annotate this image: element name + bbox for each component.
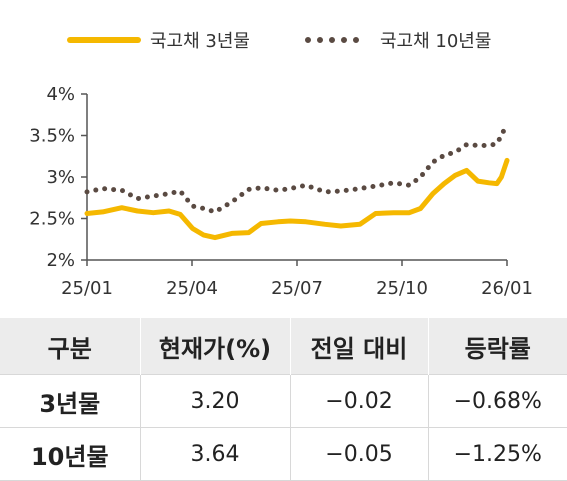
chart-area: 국고채 3년물 국고채 10년물 2% 2.5% 3% 3.5% 4% 25/01 25/0… — [29, 31, 533, 299]
axes: 2% 2.5% 3% 3.5% 4% 25/01 25/04 25/07 25/10 26/01 — [29, 84, 533, 299]
table-header-row: 구분 현재가(%) 전일 대비 등락률 — [0, 318, 567, 375]
series-line-10y — [84, 121, 510, 215]
cell-current-price: 3.64 — [140, 427, 291, 481]
table-row: 10년물 3.64 −0.05 −1.25% — [0, 427, 567, 481]
legend-label-10y: 국고채 10년물 — [380, 31, 491, 52]
cell-current-price: 3.20 — [140, 374, 291, 428]
column-header-category: 구분 — [0, 318, 141, 375]
x-tick-label: 25/10 — [376, 278, 428, 299]
line-chart: 국고채 3년물 국고채 10년물 2% 2.5% 3% 3.5% 4% 25/01 25/0… — [29, 31, 533, 299]
column-header-change-rate: 등락률 — [428, 318, 567, 375]
table-row: 3년물 3.20 −0.02 −0.68% — [0, 374, 567, 428]
series-layer — [84, 121, 510, 241]
y-tick-label: 3.5% — [29, 126, 75, 147]
cell-day-change: −0.02 — [290, 374, 429, 428]
y-tick-label: 2.5% — [29, 209, 75, 230]
cell-change-rate: −0.68% — [428, 374, 567, 428]
row-label-10y: 10년물 — [0, 427, 141, 481]
column-header-current-price: 현재가(%) — [140, 318, 291, 375]
row-label-3y: 3년물 — [0, 374, 141, 428]
x-tick-label: 25/07 — [271, 278, 323, 299]
y-tick-label: 2% — [46, 250, 75, 271]
column-header-day-change: 전일 대비 — [290, 318, 429, 375]
cell-day-change: −0.05 — [290, 427, 429, 481]
y-tick-label: 4% — [46, 84, 75, 105]
x-tick-label: 25/04 — [166, 278, 218, 299]
y-tick-label: 3% — [46, 167, 75, 188]
legend-label-3y: 국고채 3년물 — [150, 31, 250, 52]
legend: 국고채 3년물 국고채 10년물 — [67, 31, 491, 52]
cell-change-rate: −1.25% — [428, 427, 567, 481]
series-line-3y — [84, 157, 510, 241]
x-tick-label: 25/01 — [61, 278, 113, 299]
summary-table: 구분 현재가(%) 전일 대비 등락률 3년물 3.20 −0.02 −0.68… — [0, 318, 567, 481]
x-tick-label: 26/01 — [481, 278, 533, 299]
